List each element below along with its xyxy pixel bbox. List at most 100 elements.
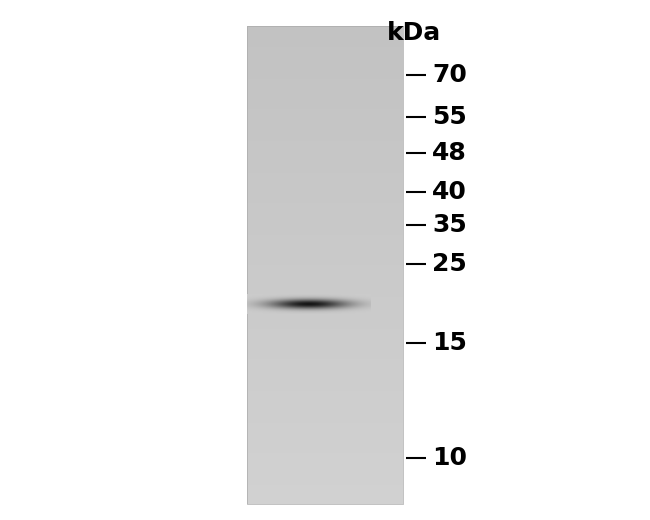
- Bar: [247, 477, 403, 479]
- Bar: [247, 75, 403, 77]
- Bar: [247, 391, 403, 393]
- Bar: [247, 166, 403, 168]
- Bar: [247, 315, 403, 316]
- Bar: [247, 187, 403, 189]
- Bar: [247, 149, 403, 150]
- Bar: [247, 297, 403, 298]
- Bar: [247, 355, 403, 356]
- Bar: [247, 115, 403, 117]
- Bar: [247, 159, 403, 160]
- Bar: [247, 28, 403, 29]
- Bar: [247, 310, 403, 311]
- Bar: [247, 353, 403, 355]
- Bar: [247, 399, 403, 401]
- Bar: [247, 246, 403, 248]
- Bar: [247, 252, 403, 254]
- Bar: [247, 204, 403, 206]
- Bar: [247, 343, 403, 345]
- Bar: [247, 106, 403, 107]
- Bar: [247, 71, 403, 72]
- Bar: [247, 45, 403, 47]
- Bar: [247, 217, 403, 219]
- Bar: [247, 109, 403, 111]
- Bar: [247, 41, 403, 42]
- Bar: [247, 80, 403, 82]
- Bar: [247, 422, 403, 423]
- Bar: [247, 69, 403, 71]
- Bar: [247, 406, 403, 407]
- Bar: [247, 32, 403, 34]
- Bar: [247, 442, 403, 444]
- Bar: [247, 114, 403, 115]
- Bar: [247, 173, 403, 174]
- Bar: [247, 47, 403, 48]
- Bar: [247, 125, 403, 126]
- Bar: [247, 61, 403, 63]
- Bar: [247, 265, 403, 267]
- Bar: [247, 503, 403, 504]
- Bar: [247, 294, 403, 295]
- Bar: [247, 457, 403, 458]
- Bar: [247, 418, 403, 420]
- Bar: [247, 322, 403, 324]
- Bar: [247, 498, 403, 500]
- Bar: [247, 138, 403, 139]
- Bar: [247, 379, 403, 380]
- Bar: [247, 55, 403, 56]
- Bar: [247, 129, 403, 131]
- Bar: [247, 72, 403, 74]
- Bar: [247, 240, 403, 241]
- Bar: [247, 203, 403, 204]
- Bar: [247, 66, 403, 68]
- Bar: [247, 238, 403, 240]
- Bar: [247, 337, 403, 339]
- Bar: [247, 267, 403, 268]
- Bar: [247, 180, 403, 183]
- Bar: [247, 131, 403, 133]
- Bar: [247, 79, 403, 80]
- Bar: [247, 433, 403, 434]
- Bar: [247, 82, 403, 83]
- Bar: [247, 160, 403, 162]
- Bar: [247, 26, 403, 504]
- Bar: [247, 464, 403, 466]
- Bar: [247, 359, 403, 361]
- Bar: [247, 249, 403, 251]
- Bar: [247, 295, 403, 297]
- Bar: [247, 439, 403, 440]
- Bar: [247, 222, 403, 224]
- Bar: [247, 254, 403, 256]
- Bar: [247, 139, 403, 141]
- Bar: [247, 348, 403, 350]
- Bar: [247, 402, 403, 404]
- Bar: [247, 195, 403, 197]
- Bar: [247, 313, 403, 315]
- Bar: [247, 186, 403, 187]
- Bar: [247, 244, 403, 246]
- Bar: [247, 298, 403, 300]
- Bar: [247, 228, 403, 230]
- Bar: [247, 77, 403, 79]
- Bar: [247, 26, 403, 28]
- Text: 48: 48: [432, 141, 467, 165]
- Bar: [247, 241, 403, 243]
- Bar: [247, 304, 403, 305]
- Bar: [247, 385, 403, 386]
- Bar: [247, 450, 403, 452]
- Bar: [247, 119, 403, 120]
- Bar: [247, 501, 403, 503]
- Bar: [247, 157, 403, 159]
- Bar: [247, 147, 403, 149]
- Bar: [247, 197, 403, 198]
- Bar: [247, 87, 403, 88]
- Bar: [247, 328, 403, 329]
- Bar: [247, 162, 403, 163]
- Bar: [247, 174, 403, 176]
- Bar: [247, 426, 403, 428]
- Bar: [247, 190, 403, 192]
- Bar: [247, 423, 403, 425]
- Bar: [247, 248, 403, 249]
- Bar: [247, 413, 403, 415]
- Bar: [247, 307, 403, 308]
- Bar: [247, 101, 403, 102]
